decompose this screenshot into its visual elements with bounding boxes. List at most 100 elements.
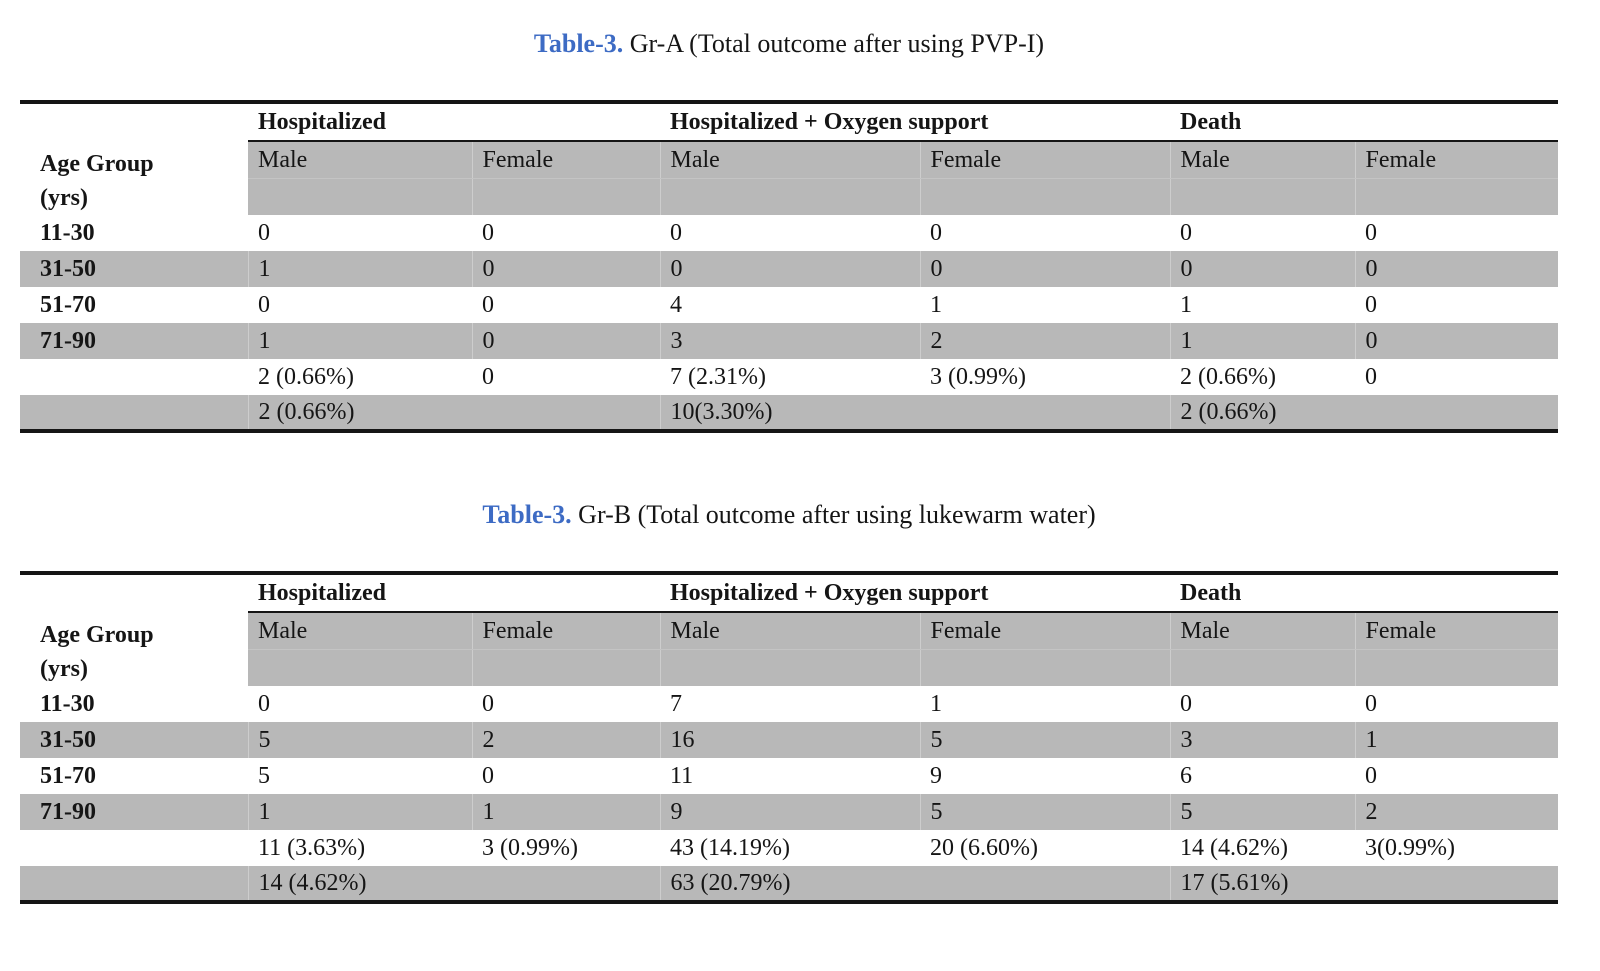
age-data-row: 71-90 1 1 9 5 5 2	[20, 794, 1559, 830]
group-total-cell: 63 (20.79%)	[660, 866, 1171, 902]
spacer-cell	[1170, 649, 1356, 686]
age-group-label: 71-90	[20, 323, 249, 359]
data-cell: 9	[930, 762, 943, 789]
data-cell: 1	[248, 323, 473, 359]
data-cell: 1	[248, 794, 473, 830]
total-cell: 0	[1355, 359, 1559, 395]
corner-cell	[20, 573, 248, 612]
sub-header-male-2: Male	[660, 141, 921, 179]
data-cell: 2	[920, 323, 1171, 359]
spacer-cell	[1355, 649, 1559, 686]
data-cell: 9	[660, 794, 921, 830]
data-cell: 1	[472, 794, 661, 830]
data-cell: 5	[920, 722, 1171, 758]
data-cell: 0	[482, 690, 494, 717]
sub-header-row: Age Group (yrs) Male Female Male Female Male Fe…	[20, 141, 1559, 215]
data-cell: 0	[1365, 219, 1378, 246]
empty-age-cell	[20, 395, 249, 431]
sub-header-spacer-row	[20, 178, 1559, 215]
data-cell: 6	[1180, 762, 1193, 789]
group-total-cell: 2 (0.66%)	[248, 395, 661, 431]
data-cell: 1	[1180, 291, 1193, 318]
total-cell: 11 (3.63%)	[248, 830, 472, 866]
group-total-cell: 2 (0.66%)	[1170, 395, 1559, 431]
sub-header-male-4: Male	[1170, 141, 1356, 179]
group-total-cell: 10(3.30%)	[660, 395, 1171, 431]
data-cell: 0	[482, 291, 494, 318]
age-group-label: 51-70	[40, 291, 96, 318]
data-cell: 2	[1355, 794, 1559, 830]
data-cell: 0	[920, 251, 1171, 287]
age-data-row: 11-30 0 0 0 0 0 0	[20, 215, 1558, 251]
total-cell: 20 (6.60%)	[920, 830, 1171, 866]
age-group-header-line2: (yrs)	[40, 656, 88, 682]
data-cell: 1	[1355, 722, 1559, 758]
group-header-hospitalized: Hospitalized	[248, 102, 661, 142]
data-cell: 0	[1355, 323, 1559, 359]
table-caption-label: Table-3.	[482, 500, 572, 529]
data-cell: 3	[1170, 722, 1356, 758]
age-data-row: 51-70 5 0 11 9 6 0	[20, 758, 1558, 794]
data-cell: 1	[248, 251, 473, 287]
age-data-row: 71-90 1 0 3 2 1 0	[20, 323, 1559, 359]
data-cell: 2	[472, 722, 661, 758]
age-group-label: 11-30	[40, 690, 95, 717]
age-data-row: 31-50 1 0 0 0 0 0	[20, 251, 1559, 287]
age-group-header-line1: Age Group	[40, 151, 154, 177]
spacer-cell	[920, 649, 1171, 686]
sub-header-female-5: Female	[1355, 612, 1559, 650]
group-header-death: Death	[1170, 102, 1559, 142]
spacer-cell	[1170, 178, 1356, 215]
group-total-cell: 17 (5.61%)	[1170, 866, 1559, 902]
group-totals-row: 2 (0.66%) 10(3.30%) 2 (0.66%)	[20, 395, 1559, 431]
spacer-cell	[920, 178, 1171, 215]
table-caption: Table-3. Gr-B (Total outcome after using…	[20, 499, 1558, 531]
data-cell: 0	[1355, 251, 1559, 287]
data-cell: 7	[670, 690, 683, 717]
data-cell: 0	[660, 251, 921, 287]
data-cell: 0	[258, 219, 270, 246]
outcome-table: Hospitalized Hospitalized + Oxygen suppor…	[20, 571, 1559, 904]
sub-header-male-0: Male	[248, 141, 473, 179]
data-cell: 0	[1365, 291, 1378, 318]
data-cell: 0	[1180, 219, 1193, 246]
data-cell: 0	[482, 219, 494, 246]
table-caption-label: Table-3.	[533, 29, 624, 58]
sub-header-male-4: Male	[1170, 612, 1356, 650]
data-cell: 5	[1170, 794, 1356, 830]
sub-header-female-1: Female	[472, 612, 661, 650]
total-cell: 3 (0.99%)	[920, 359, 1171, 395]
document-page: Table-3. Gr-A (Total outcome after using…	[20, 28, 1559, 904]
sub-header-female-5: Female	[1355, 141, 1559, 179]
age-group-label: 51-70	[40, 762, 96, 789]
table-caption-text: Gr-A (Total outcome after using PVP-I)	[629, 29, 1045, 58]
total-cell: 14 (4.62%)	[1170, 830, 1356, 866]
spacer-cell	[472, 178, 661, 215]
total-cell: 2 (0.66%)	[248, 359, 472, 395]
empty-age-cell	[20, 830, 248, 866]
table-caption-text: Gr-B (Total outcome after using lukewarm…	[578, 500, 1096, 529]
data-cell: 4	[670, 291, 683, 318]
spacer-cell	[248, 178, 473, 215]
data-cell: 0	[472, 251, 661, 287]
age-group-label: 71-90	[20, 794, 249, 830]
data-cell: 5	[258, 762, 270, 789]
data-cell: 0	[670, 219, 683, 246]
total-cell: 3(0.99%)	[1355, 830, 1559, 866]
total-cell: 3 (0.99%)	[472, 830, 661, 866]
sub-header-male-0: Male	[248, 612, 473, 650]
age-group-header: Age Group (yrs)	[20, 612, 248, 686]
total-cell: 0	[472, 359, 661, 395]
data-cell: 1	[930, 291, 943, 318]
data-cell: 1	[1170, 323, 1356, 359]
spacer-cell	[248, 649, 473, 686]
age-group-header-line1: Age Group	[40, 622, 154, 648]
group-header-hospitalized-oxygen: Hospitalized + Oxygen support	[660, 573, 1171, 613]
sub-header-spacer-row	[20, 649, 1559, 686]
data-cell: 0	[482, 762, 494, 789]
data-cell: 0	[930, 219, 943, 246]
data-cell: 3	[660, 323, 921, 359]
total-cell: 2 (0.66%)	[1170, 359, 1356, 395]
group-header-row: Hospitalized Hospitalized + Oxygen suppor…	[20, 102, 1559, 142]
group-total-cell: 14 (4.62%)	[248, 866, 661, 902]
